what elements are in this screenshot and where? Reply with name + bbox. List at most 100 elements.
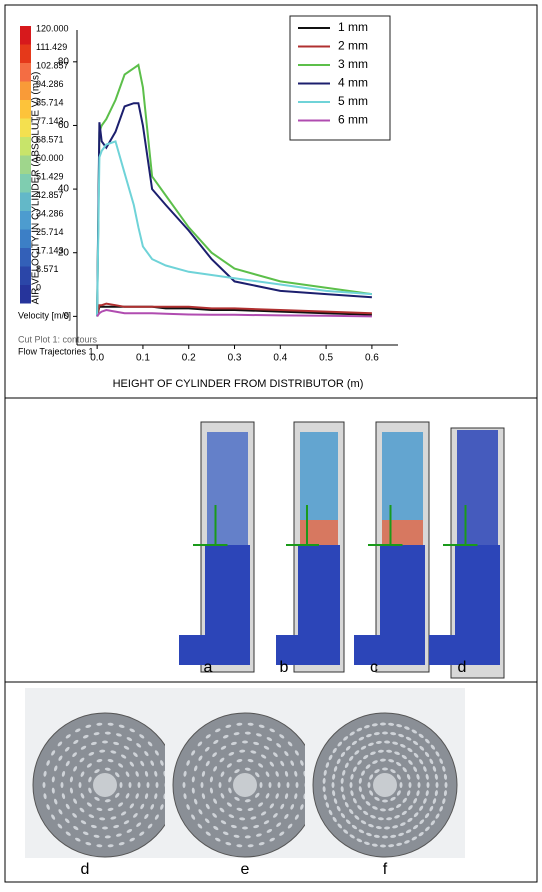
hole [250, 750, 257, 754]
hole [90, 741, 97, 746]
hole [126, 737, 133, 741]
hole [280, 803, 285, 810]
colorbar-label: 34.286 [36, 208, 64, 218]
hole [373, 834, 380, 838]
hole [228, 752, 235, 756]
hole [212, 752, 217, 757]
hole [443, 790, 447, 797]
hole [265, 771, 270, 777]
hole [119, 782, 123, 788]
hole [432, 766, 437, 772]
colorbar-step [20, 229, 31, 248]
hole [263, 820, 270, 825]
hole [144, 770, 149, 777]
hole [265, 793, 270, 799]
hole [392, 825, 399, 829]
hole [234, 796, 240, 801]
hole [258, 842, 265, 846]
hole [125, 793, 130, 799]
panel-label: f [383, 861, 388, 878]
hole [419, 759, 424, 765]
y-tick-label: 40 [58, 184, 70, 195]
hole [236, 722, 243, 726]
hole [366, 832, 372, 837]
hole [228, 814, 235, 818]
hole [80, 793, 85, 799]
hole [379, 808, 386, 812]
hole [43, 793, 47, 800]
hole [358, 777, 362, 784]
hole [377, 749, 384, 753]
hole [388, 844, 395, 848]
hole [85, 842, 92, 846]
hole [396, 790, 401, 796]
hole [357, 759, 362, 765]
hole [343, 829, 349, 834]
hole [354, 750, 360, 755]
hole [350, 790, 354, 797]
x-tick-label: 0.0 [90, 353, 104, 364]
hole [266, 829, 273, 833]
hole [442, 798, 446, 805]
hole [413, 812, 419, 818]
hole [125, 771, 130, 777]
hole [253, 824, 260, 829]
hole [400, 822, 406, 826]
hole [128, 782, 132, 788]
hole [429, 758, 434, 765]
hole [86, 802, 92, 807]
hole [110, 816, 117, 820]
hole [118, 763, 124, 768]
hole [374, 769, 380, 774]
hole [287, 741, 293, 747]
hole [255, 792, 260, 798]
hole [430, 820, 436, 826]
hole [425, 826, 430, 832]
hole [129, 837, 135, 842]
hole [394, 751, 400, 755]
hole [352, 798, 357, 804]
hole [93, 732, 100, 736]
hole [215, 728, 221, 733]
hole [372, 760, 378, 764]
hole [242, 826, 248, 830]
hole [361, 794, 365, 800]
hole [332, 747, 337, 754]
hole [65, 831, 71, 836]
hole [363, 810, 369, 816]
hole [107, 807, 114, 811]
hole [204, 746, 210, 752]
hole [226, 763, 232, 768]
hole [144, 793, 149, 800]
panel-label: e [241, 861, 250, 878]
hole [349, 809, 354, 815]
hole [135, 771, 139, 777]
hole [205, 803, 210, 810]
colorbar-label: 85.714 [36, 97, 64, 107]
hole [219, 757, 225, 763]
colorbar-step [20, 100, 31, 119]
legend-box [289, 15, 391, 141]
hole [388, 722, 395, 726]
hole [344, 801, 349, 808]
hole [60, 782, 64, 788]
hole [369, 790, 374, 796]
hole [239, 817, 246, 821]
hole [88, 814, 95, 818]
hole [65, 760, 70, 767]
hole [136, 822, 142, 827]
colorbar-label: 68.571 [36, 134, 64, 144]
hole [61, 793, 66, 800]
hole [417, 782, 421, 788]
hole [72, 813, 77, 818]
hole [358, 786, 362, 793]
legend-label: 6 mm [338, 113, 368, 127]
hole [379, 722, 386, 726]
legend-label: 5 mm [338, 94, 368, 108]
hole [430, 744, 436, 750]
hole [46, 760, 50, 766]
hole [250, 816, 257, 820]
colorbar-step [20, 26, 31, 45]
hole [102, 740, 108, 744]
hole [69, 787, 74, 794]
